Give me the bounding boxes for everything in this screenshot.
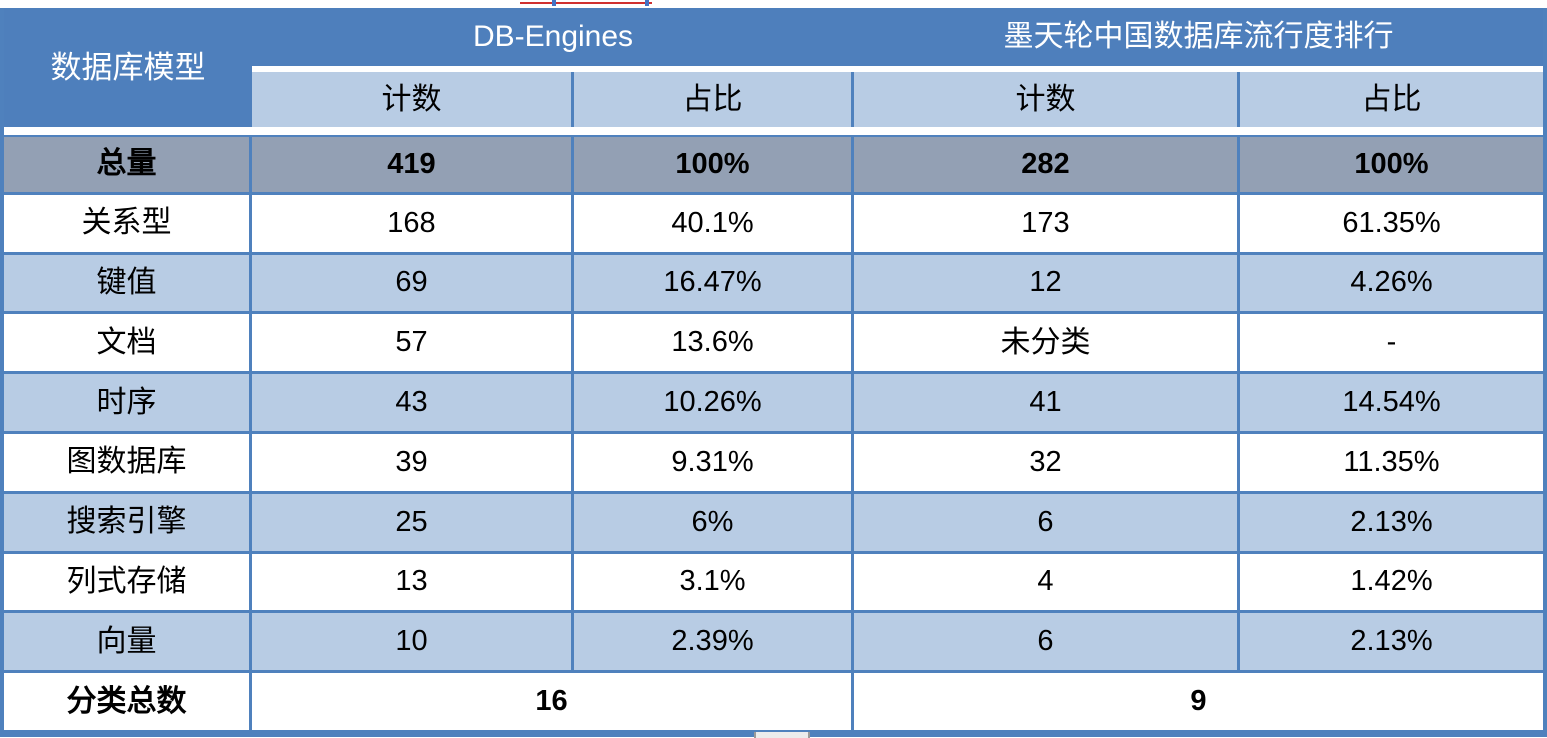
cell-relational-dbengines-count: 168 xyxy=(252,194,574,255)
cell-document-modb-count: 未分类 xyxy=(854,314,1240,375)
cell-total-dbengines-count: 419 xyxy=(252,135,574,195)
cropped-text-artifact xyxy=(0,0,1547,8)
cell-total-modb-count: 282 xyxy=(854,135,1240,195)
cell-keyvalue-dbengines-count: 69 xyxy=(252,254,574,315)
cell-timeseries-dbengines-count: 43 xyxy=(252,374,574,434)
cell-columnar-dbengines-share: 3.1% xyxy=(574,553,854,614)
cell-total-dbengines-share: 100% xyxy=(574,135,854,195)
corner-header-database-model: 数据库模型 xyxy=(4,8,252,127)
cell-document-dbengines-share: 13.6% xyxy=(574,314,854,375)
row-label-relational: 关系型 xyxy=(4,194,252,255)
row-label-graph: 图数据库 xyxy=(4,433,252,494)
group-header-db-engines: DB-Engines xyxy=(252,8,854,66)
cell-category-count-dbengines: 16 xyxy=(252,673,854,733)
cell-graph-modb-count: 32 xyxy=(854,433,1240,494)
row-label-total: 总量 xyxy=(4,135,252,195)
column-header-modb-count: 计数 xyxy=(854,72,1240,127)
cell-document-dbengines-count: 57 xyxy=(252,314,574,375)
cell-graph-dbengines-count: 39 xyxy=(252,433,574,494)
cell-graph-dbengines-share: 9.31% xyxy=(574,433,854,494)
cell-vector-dbengines-count: 10 xyxy=(252,613,574,674)
cell-timeseries-modb-count: 41 xyxy=(854,374,1240,434)
cell-keyvalue-dbengines-share: 16.47% xyxy=(574,254,854,315)
cell-search-dbengines-share: 6% xyxy=(574,493,854,554)
cell-timeseries-modb-share: 14.54% xyxy=(1240,374,1543,434)
column-header-modb-share: 占比 xyxy=(1240,72,1543,127)
row-label-search-engine: 搜索引擎 xyxy=(4,493,252,554)
cell-total-modb-share: 100% xyxy=(1240,135,1543,195)
cropped-glyph-fragment xyxy=(645,0,649,6)
cell-search-dbengines-count: 25 xyxy=(252,493,574,554)
cell-timeseries-dbengines-share: 10.26% xyxy=(574,374,854,434)
column-header-dbengines-count: 计数 xyxy=(252,72,574,127)
red-underline-fragment xyxy=(520,2,652,4)
cell-columnar-dbengines-count: 13 xyxy=(252,553,574,614)
row-label-columnar: 列式存储 xyxy=(4,553,252,614)
row-label-document: 文档 xyxy=(4,314,252,375)
cell-document-modb-share: - xyxy=(1240,314,1543,375)
group-header-modb-china-ranking: 墨天轮中国数据库流行度排行 xyxy=(854,8,1543,66)
row-label-key-value: 键值 xyxy=(4,254,252,315)
cell-keyvalue-modb-share: 4.26% xyxy=(1240,254,1543,315)
column-header-dbengines-share: 占比 xyxy=(574,72,854,127)
cell-vector-modb-count: 6 xyxy=(854,613,1240,674)
cell-vector-modb-share: 2.13% xyxy=(1240,613,1543,674)
cell-category-count-modb: 9 xyxy=(854,673,1543,733)
cell-columnar-modb-count: 4 xyxy=(854,553,1240,614)
cell-relational-modb-count: 173 xyxy=(854,194,1240,255)
cell-columnar-modb-share: 1.42% xyxy=(1240,553,1543,614)
cell-search-modb-share: 2.13% xyxy=(1240,493,1543,554)
cell-vector-dbengines-share: 2.39% xyxy=(574,613,854,674)
database-model-comparison-table: 数据库模型 DB-Engines 墨天轮中国数据库流行度排行 计数 占比 计数 … xyxy=(0,8,1547,737)
row-label-time-series: 时序 xyxy=(4,374,252,434)
cell-relational-modb-share: 61.35% xyxy=(1240,194,1543,255)
horizontal-scrollbar-thumb-fragment[interactable] xyxy=(754,732,810,738)
cell-graph-modb-share: 11.35% xyxy=(1240,433,1543,494)
row-label-vector: 向量 xyxy=(4,613,252,674)
cell-relational-dbengines-share: 40.1% xyxy=(574,194,854,255)
cell-keyvalue-modb-count: 12 xyxy=(854,254,1240,315)
row-label-category-count: 分类总数 xyxy=(4,673,252,733)
cell-search-modb-count: 6 xyxy=(854,493,1240,554)
cropped-glyph-fragment xyxy=(552,0,556,6)
